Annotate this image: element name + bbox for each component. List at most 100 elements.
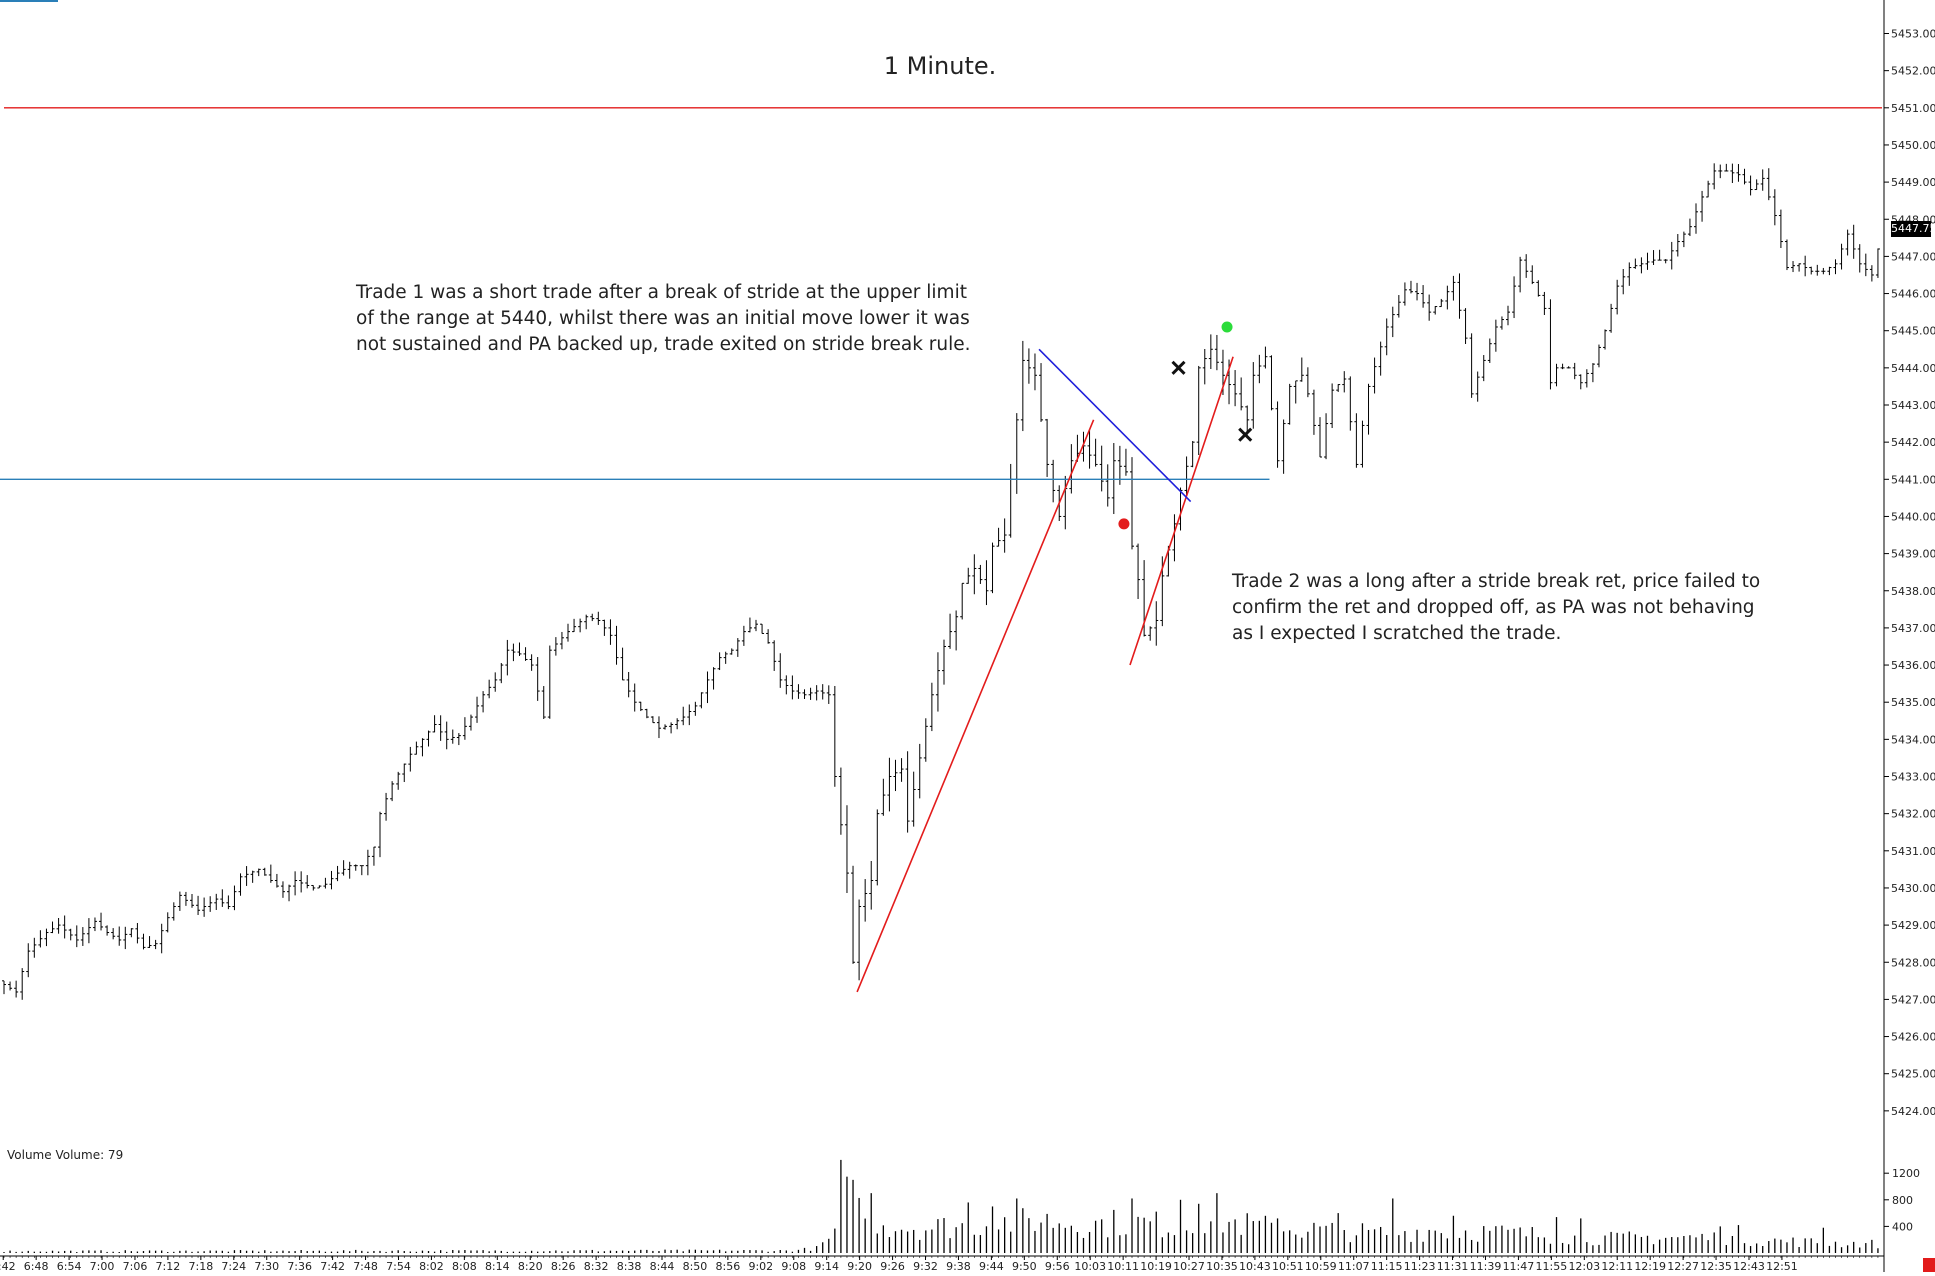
time-tick-label: 8:02 [419, 1260, 444, 1272]
time-tick-label: 12:11 [1601, 1260, 1633, 1272]
time-tick-label: 7:24 [221, 1260, 246, 1272]
price-tick-label: 5435.00 [1891, 696, 1935, 709]
time-tick-label: 12:03 [1568, 1260, 1600, 1272]
time-tick-label: 9:14 [814, 1260, 839, 1272]
time-tick-label: 9:26 [880, 1260, 905, 1272]
time-tick-label: 11:55 [1536, 1260, 1568, 1272]
price-tick-label: 5442.00 [1891, 436, 1935, 449]
price-tick-label: 5445.00 [1891, 325, 1935, 338]
price-tick-label: 5450.00 [1891, 139, 1935, 152]
price-tick-label: 5453.00 [1891, 28, 1935, 41]
time-tick-label: 7:12 [156, 1260, 181, 1272]
time-tick-label: 12:19 [1634, 1260, 1666, 1272]
time-tick-label: 9:08 [781, 1260, 806, 1272]
time-tick-label: 10:11 [1107, 1260, 1139, 1272]
time-tick-label: 12:43 [1733, 1260, 1765, 1272]
price-tick-label: 5432.00 [1891, 808, 1935, 821]
time-tick-label: 7:54 [386, 1260, 411, 1272]
price-tick-label: 5425.00 [1891, 1068, 1935, 1081]
price-tick-label: 5433.00 [1891, 771, 1935, 784]
trade-dot-marker [1118, 518, 1130, 530]
time-tick-label: 7:00 [90, 1260, 115, 1272]
time-tick-label: 11:15 [1371, 1260, 1403, 1272]
time-tick-label: 11:39 [1470, 1260, 1502, 1272]
price-tick-label: 5452.00 [1891, 65, 1935, 78]
red-corner-marker[interactable] [1923, 1258, 1935, 1272]
price-tick-label: 5447.00 [1891, 250, 1935, 263]
price-tick-label: 5451.00 [1891, 102, 1935, 115]
price-tick-label: 5443.00 [1891, 399, 1935, 412]
time-tick-label: 10:27 [1173, 1260, 1205, 1272]
time-tick-label: 8:44 [650, 1260, 675, 1272]
price-tick-label: 5428.00 [1891, 956, 1935, 969]
time-tick-label: 8:14 [485, 1260, 510, 1272]
time-tick-label: 9:50 [1012, 1260, 1037, 1272]
price-tick-label: 5444.00 [1891, 362, 1935, 375]
trade-x-marker [1238, 427, 1253, 442]
time-tick-label: 8:50 [683, 1260, 708, 1272]
time-tick-label: 7:06 [123, 1260, 148, 1272]
time-tick-label: 8:20 [518, 1260, 543, 1272]
time-tick-label: 10:43 [1239, 1260, 1271, 1272]
trade1-annotation: Trade 1 was a short trade after a break … [356, 282, 971, 355]
time-tick-label: 11:31 [1437, 1260, 1469, 1272]
price-tick-label: 5449.00 [1891, 176, 1935, 189]
time-tick-label: 11:07 [1338, 1260, 1370, 1272]
time-tick-label: 10:19 [1140, 1260, 1172, 1272]
last-price-tag: 5447.75 [1891, 221, 1935, 237]
time-tick-label: 12:27 [1667, 1260, 1699, 1272]
price-tick-label: 5439.00 [1891, 548, 1935, 561]
volume-tick-label: 400 [1892, 1220, 1913, 1233]
time-tick-label: 10:59 [1305, 1260, 1337, 1272]
top-tab-indicator[interactable] [0, 0, 58, 2]
price-tick-label: 5446.00 [1891, 288, 1935, 301]
time-tick-label: 7:18 [188, 1260, 213, 1272]
price-tick-label: 5441.00 [1891, 473, 1935, 486]
price-tick-label: 5429.00 [1891, 919, 1935, 932]
time-tick-label: 11:47 [1503, 1260, 1535, 1272]
time-tick-label: 8:38 [617, 1260, 642, 1272]
time-tick-label: 11:23 [1404, 1260, 1436, 1272]
volume-label: Volume Volume: 79 [7, 1148, 124, 1162]
price-tick-label: 5427.00 [1891, 993, 1935, 1006]
price-tick-label: 5434.00 [1891, 733, 1935, 746]
time-tick-label: 7:36 [287, 1260, 312, 1272]
time-tick-label: 9:44 [979, 1260, 1004, 1272]
price-tick-label: 5424.00 [1891, 1105, 1935, 1118]
price-tick-label: 5438.00 [1891, 585, 1935, 598]
volume-tick-label: 1200 [1892, 1167, 1920, 1180]
time-tick-label: 6:48 [24, 1260, 49, 1272]
price-tick-label: 5436.00 [1891, 659, 1935, 672]
trendline [1129, 356, 1234, 666]
time-tick-label: 7:30 [254, 1260, 279, 1272]
trendline [856, 419, 1095, 993]
time-tick-label: 7:48 [353, 1260, 378, 1272]
time-tick-label: 8:32 [584, 1260, 609, 1272]
price-tick-label: 5437.00 [1891, 622, 1935, 635]
time-tick-label: 10:51 [1272, 1260, 1304, 1272]
time-tick-label: 6:42 [0, 1260, 16, 1272]
time-tick-label: 8:08 [452, 1260, 477, 1272]
trendline [1038, 348, 1192, 503]
trade2-annotation: Trade 2 was a long after a stride break … [1232, 571, 1761, 644]
time-tick-label: 9:02 [748, 1260, 773, 1272]
time-tick-label: 8:26 [551, 1260, 576, 1272]
volume-tick-label: 800 [1892, 1194, 1913, 1207]
time-tick-label: 8:56 [716, 1260, 741, 1272]
time-tick-label: 12:51 [1766, 1260, 1798, 1272]
time-tick-label: 7:42 [320, 1260, 345, 1272]
trade-x-marker [1171, 360, 1186, 375]
time-tick-label: 12:35 [1700, 1260, 1732, 1272]
price-tick-label: 5430.00 [1891, 882, 1935, 895]
time-tick-label: 9:32 [913, 1260, 938, 1272]
chart-title: 1 Minute. [883, 52, 997, 80]
price-tick-label: 5431.00 [1891, 845, 1935, 858]
time-tick-label: 9:20 [847, 1260, 872, 1272]
time-tick-label: 10:03 [1074, 1260, 1106, 1272]
time-tick-label: 9:56 [1045, 1260, 1070, 1272]
price-tick-label: 5440.00 [1891, 510, 1935, 523]
trade-dot-marker [1221, 321, 1233, 333]
time-tick-label: 10:35 [1206, 1260, 1238, 1272]
